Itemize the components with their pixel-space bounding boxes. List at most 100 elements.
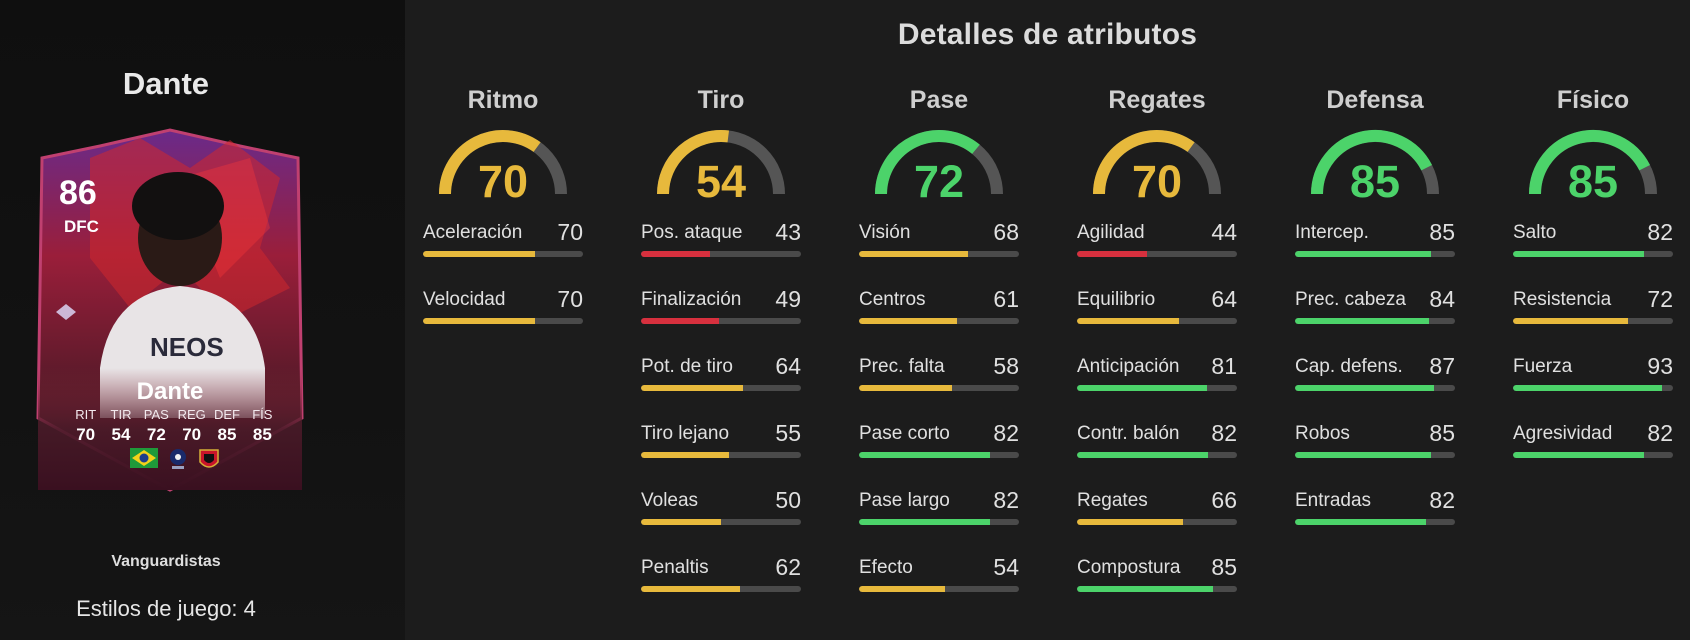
attribute-bar — [1077, 519, 1237, 525]
attribute-value: 49 — [775, 286, 801, 312]
category-gauge: 70 — [1091, 124, 1223, 207]
card-stat-value: 85 — [252, 425, 272, 444]
attribute-label: Pot. de tiro — [641, 356, 733, 377]
gauge-arc — [875, 130, 1003, 195]
attribute-bar — [423, 251, 583, 257]
attribute-bar — [641, 318, 801, 324]
attribute-bar — [1295, 519, 1455, 525]
attribute-bar-fill — [641, 586, 741, 592]
attribute-value: 54 — [993, 554, 1019, 580]
attribute-bar — [859, 452, 1019, 458]
attribute-row: Equilibrio 64 — [1077, 279, 1237, 346]
attribute-row: Centros 61 — [859, 279, 1019, 346]
attribute-value: 58 — [993, 353, 1019, 379]
card-stats: RIT 70 TIR 54 PAS 72 REG 70 DEF 85 FÍS 85 — [68, 407, 280, 445]
attribute-label: Prec. falta — [859, 356, 945, 377]
attribute-bar — [1077, 452, 1237, 458]
attribute-bar-fill — [423, 251, 535, 257]
attribute-bar-fill — [641, 385, 744, 391]
attribute-value: 85 — [1429, 420, 1455, 446]
category-gauge: 72 — [873, 124, 1005, 207]
attribute-bar-fill — [1077, 385, 1207, 391]
attribute-bar — [1513, 452, 1673, 458]
attribute-label: Pase largo — [859, 490, 950, 511]
attribute-label: Visión — [859, 222, 911, 243]
attribute-row: Robos 85 — [1295, 413, 1455, 480]
attribute-row: Contr. balón 82 — [1077, 413, 1237, 480]
attribute-bar — [1513, 251, 1673, 257]
attribute-bar-fill — [1077, 586, 1213, 592]
attribute-label: Voleas — [641, 490, 699, 511]
gauge-arc — [1529, 130, 1657, 195]
card-stat-rit: RIT 70 — [68, 407, 103, 445]
attribute-bar-fill — [641, 519, 721, 525]
attribute-bar-fill — [641, 452, 729, 458]
category-name: Defensa — [1326, 86, 1424, 114]
attribute-row: Penaltis 62 — [641, 547, 801, 614]
attribute-bar — [1295, 318, 1455, 324]
card-background: NEOS — [36, 128, 304, 492]
attribute-bar-fill — [1077, 452, 1209, 458]
attribute-rows: Agilidad 44 Equilibrio 64 Anticipación 81 Cont… — [1077, 212, 1237, 614]
attribute-value: 82 — [993, 487, 1019, 513]
attribute-value: 82 — [1647, 420, 1673, 446]
attribute-label: Prec. cabeza — [1295, 289, 1406, 310]
attribute-label: Pos. ataque — [641, 222, 743, 243]
card-stat-value: 54 — [111, 425, 131, 444]
attribute-rows: Visión 68 Centros 61 Prec. falta 58 Pase corto… — [859, 212, 1019, 614]
player-name-title: Dante — [122, 66, 210, 101]
category-pase: Pase 72 Visión 68 Centros 61 Prec. falta 58 Pase… — [859, 86, 1019, 614]
attribute-value: 85 — [1211, 554, 1237, 580]
attribute-value: 85 — [1429, 219, 1455, 245]
attribute-bar — [1077, 318, 1237, 324]
attribute-rows: Intercep. 85 Prec. cabeza 84 Cap. defens. 87 R… — [1295, 212, 1455, 547]
category-defensa: Defensa 85 Intercep. 85 Prec. cabeza 84 Cap. d… — [1295, 86, 1455, 547]
attribute-label: Entradas — [1295, 490, 1372, 511]
attribute-bar — [641, 385, 801, 391]
card-stat-label: PAS — [143, 407, 169, 422]
card-badges — [120, 448, 230, 472]
attribute-bar — [1513, 385, 1673, 391]
attribute-label: Robos — [1295, 423, 1350, 444]
attribute-value: 62 — [775, 554, 801, 580]
attribute-label: Efecto — [859, 557, 913, 578]
card-player-name: Dante — [136, 378, 204, 405]
attribute-row: Agilidad 44 — [1077, 212, 1237, 279]
attribute-value: 81 — [1211, 353, 1237, 379]
attribute-bar — [423, 318, 583, 324]
attribute-label: Compostura — [1077, 557, 1181, 578]
category-físico: Físico 85 Salto 82 Resistencia 72 Fuerza 93 Agre… — [1513, 86, 1673, 480]
attribute-bar-fill — [1513, 251, 1645, 257]
card-stat-label: DEF — [213, 407, 240, 422]
league-logo-icon — [170, 449, 186, 469]
attribute-bar — [1077, 586, 1237, 592]
attribute-rows: Salto 82 Resistencia 72 Fuerza 93 Agresividad 8… — [1513, 212, 1673, 480]
attribute-bar-fill — [1295, 251, 1431, 257]
attribute-bar — [1295, 385, 1455, 391]
svg-text:NEOS: NEOS — [150, 332, 224, 362]
attribute-value: 61 — [993, 286, 1019, 312]
category-value: 72 — [913, 156, 965, 207]
attribute-rows: Pos. ataque 43 Finalización 49 Pot. de tiro 6… — [641, 212, 801, 614]
player-card[interactable]: NEOS 86 DFC Dante RIT 70 TIR 54 PAS 72 REG 70 DE… — [30, 118, 310, 498]
attribute-value: 66 — [1211, 487, 1237, 513]
gauge-arc — [1093, 130, 1221, 195]
nation-flag-icon — [130, 448, 158, 468]
attribute-row: Compostura 85 — [1077, 547, 1237, 614]
card-stat-label: REG — [177, 407, 206, 422]
attribute-bar-fill — [1077, 251, 1148, 257]
attribute-value: 82 — [1429, 487, 1455, 513]
card-rating: 86 — [59, 174, 97, 212]
card-stat-label: TIR — [110, 407, 132, 422]
gauge-arc — [1311, 130, 1439, 195]
category-tiro: Tiro 54 Pos. ataque 43 Finalización 49 Pot. de… — [641, 86, 801, 614]
attribute-bar-fill — [859, 519, 991, 525]
attribute-row: Fuerza 93 — [1513, 346, 1673, 413]
card-stat-label: FÍS — [252, 407, 273, 422]
gauge-fill — [875, 130, 980, 195]
category-gauge: 85 — [1309, 124, 1441, 207]
section-title: Detalles de atributos — [897, 18, 1198, 51]
attribute-bar — [641, 519, 801, 525]
attribute-bar — [859, 385, 1019, 391]
attribute-label: Intercep. — [1295, 222, 1369, 243]
